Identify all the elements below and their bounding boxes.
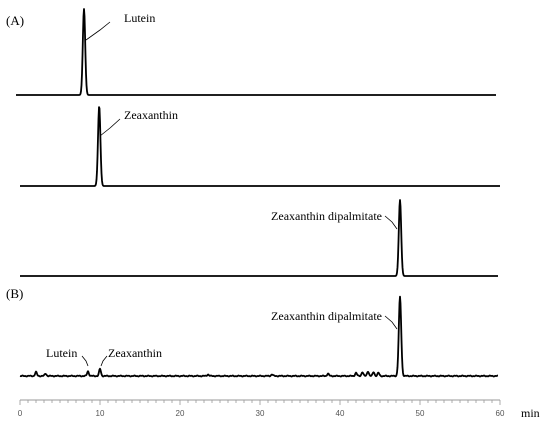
- peak-label: Zeaxanthin dipalmitate: [271, 309, 382, 323]
- chromatogram-trace: [19, 106, 501, 187]
- peak-label: Lutein: [46, 346, 77, 360]
- peak-leader-line: [99, 118, 121, 137]
- x-tick-label: 50: [416, 409, 425, 418]
- x-tick-label: 60: [496, 409, 505, 418]
- panel-label: (B): [6, 286, 23, 301]
- chromatogram-trace: [15, 8, 497, 96]
- peak-leader-line: [100, 355, 108, 367]
- peak-leader-line: [384, 215, 398, 230]
- peak-leader-line: [85, 21, 111, 41]
- peak-leader-line: [81, 355, 89, 367]
- x-tick-label: 10: [96, 409, 105, 418]
- peak-label: Zeaxanthin: [124, 108, 178, 122]
- peak-label: Zeaxanthin: [108, 346, 162, 360]
- chromatogram-trace: [19, 199, 499, 277]
- panel-label: (A): [6, 13, 24, 28]
- peak-leader-line: [384, 315, 398, 330]
- chromatogram-trace: [19, 295, 499, 378]
- x-axis-unit-label: min: [521, 406, 540, 420]
- peak-label: Zeaxanthin dipalmitate: [271, 209, 382, 223]
- peak-label: Lutein: [124, 11, 155, 25]
- x-tick-label: 30: [256, 409, 265, 418]
- x-tick-label: 0: [18, 409, 23, 418]
- x-tick-label: 40: [336, 409, 345, 418]
- x-tick-label: 20: [176, 409, 185, 418]
